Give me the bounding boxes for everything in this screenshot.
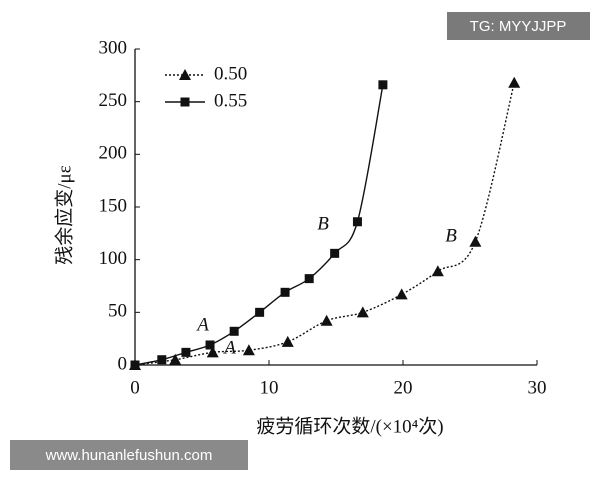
watermark-box (10, 440, 248, 470)
data-point (320, 314, 333, 326)
annotation: B (445, 225, 457, 246)
data-point (181, 347, 191, 357)
data-point (356, 306, 369, 318)
legend-marker (180, 97, 190, 107)
series-line (134, 84, 384, 366)
x-tick-label: 30 (528, 377, 547, 398)
annotation: A (195, 314, 209, 335)
series-line (134, 82, 515, 366)
data-point (130, 360, 140, 370)
data-point (508, 76, 521, 88)
x-axis-label: 疲劳循环次数/(×10⁴次) (256, 415, 443, 437)
data-point (281, 335, 294, 347)
y-tick-label: 0 (118, 353, 128, 374)
x-tick-label: 10 (260, 377, 279, 398)
data-point (280, 287, 290, 297)
data-point (469, 235, 482, 247)
data-point (157, 355, 167, 365)
data-point (378, 80, 388, 90)
data-point (242, 344, 255, 356)
data-point (352, 217, 362, 227)
annotation: A (222, 337, 236, 358)
watermark: www.hunanlefushun.com (45, 447, 213, 464)
y-tick-label: 100 (99, 248, 128, 269)
data-point (206, 346, 219, 358)
x-tick-label: 0 (130, 377, 140, 398)
x-tick-label: 20 (394, 377, 413, 398)
watermark-box (447, 12, 590, 40)
data-point (255, 307, 265, 317)
legend-label: 0.50 (214, 63, 247, 84)
legend-label: 0.55 (214, 90, 247, 111)
data-point (330, 248, 340, 258)
y-tick-label: 250 (99, 90, 128, 111)
y-axis-label: 残余应变/με (53, 165, 75, 264)
data-point (304, 274, 314, 284)
y-tick-label: 150 (99, 195, 128, 216)
annotation: B (317, 213, 329, 234)
y-tick-label: 300 (99, 37, 128, 58)
data-point (205, 340, 215, 350)
watermark: TG: MYYJJPP (470, 18, 567, 35)
y-tick-label: 200 (99, 143, 128, 164)
data-point (169, 353, 182, 365)
data-point (431, 265, 444, 277)
data-point (395, 288, 408, 300)
data-point (229, 326, 239, 336)
legend-marker (179, 69, 191, 80)
y-tick-label: 50 (108, 301, 127, 322)
